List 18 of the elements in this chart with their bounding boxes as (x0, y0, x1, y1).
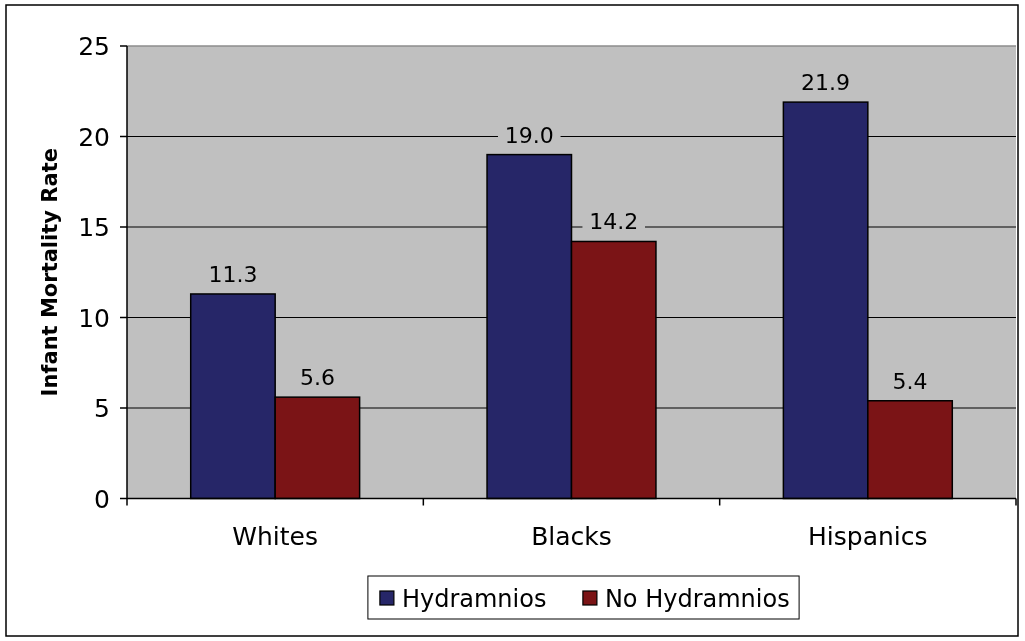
x-tick-label: Hispanics (808, 521, 928, 551)
legend-label: No Hydramnios (604, 584, 790, 613)
data-label: 19.0 (504, 122, 554, 148)
y-tick-label: 10 (78, 303, 110, 333)
data-label: 11.3 (208, 261, 258, 287)
data-label: 5.6 (299, 365, 335, 391)
data-label: 5.4 (892, 368, 928, 394)
y-tick-label: 25 (78, 32, 110, 61)
x-tick-label: Blacks (531, 521, 612, 551)
y-tick-label: 15 (78, 213, 110, 242)
legend-label: Hydramnios (401, 584, 547, 613)
y-tick-label: 0 (94, 484, 110, 514)
x-tick-label: Whites (232, 521, 319, 551)
data-label: 21.9 (801, 70, 851, 96)
data-label: 14.2 (589, 209, 639, 235)
y-tick-label: 20 (78, 122, 110, 152)
y-tick-label: 5 (94, 394, 110, 423)
y-axis-title: Infant Mortality Rate (38, 148, 62, 397)
